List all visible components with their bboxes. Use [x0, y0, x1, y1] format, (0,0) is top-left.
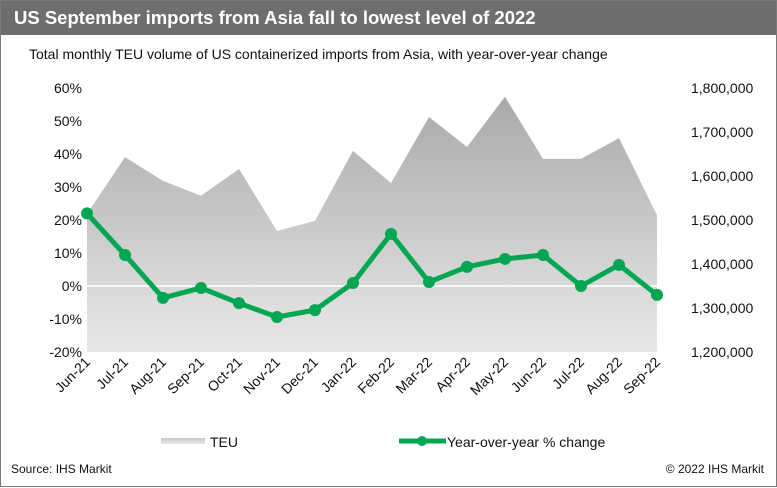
- yoy-point-Jul-21: [119, 249, 131, 261]
- left-axis-tick-label: 20%: [54, 212, 82, 228]
- yoy-point-Jan-22: [347, 277, 359, 289]
- x-axis-tick-label: Apr-22: [432, 354, 473, 395]
- legend-yoy-label: Year-over-year % change: [447, 434, 605, 450]
- legend-teu-swatch: [161, 438, 205, 444]
- left-axis-tick-label: 0%: [62, 278, 82, 294]
- right-axis-tick-label: 1,200,000: [691, 344, 753, 360]
- x-axis-tick-label: Mar-22: [392, 354, 435, 397]
- x-axis-tick-label: Sep-22: [620, 354, 663, 397]
- left-axis-tick-label: -10%: [49, 311, 82, 327]
- yoy-point-Apr-22: [461, 261, 473, 273]
- yoy-point-May-22: [499, 253, 511, 265]
- x-axis-tick-label: Dec-21: [278, 354, 321, 397]
- x-axis-tick-label: Oct-21: [204, 354, 245, 395]
- yoy-point-Jun-22: [537, 249, 549, 261]
- legend-yoy-marker: [417, 436, 427, 446]
- right-axis-tick-label: 1,500,000: [691, 212, 753, 228]
- x-axis-tick-label: Aug-22: [582, 354, 625, 397]
- left-axis-tick-label: 10%: [54, 245, 82, 261]
- right-axis-tick-label: 1,800,000: [691, 80, 753, 96]
- legend-teu-label: TEU: [210, 434, 238, 450]
- right-axis-tick-label: 1,600,000: [691, 168, 753, 184]
- left-axis-tick-label: 30%: [54, 179, 82, 195]
- x-axis-tick-label: Jan-22: [318, 354, 360, 396]
- x-axis-tick-label: May-22: [467, 354, 511, 398]
- yoy-point-Sep-21: [195, 282, 207, 294]
- copyright-note: © 2022 IHS Markit: [666, 462, 764, 476]
- yoy-point-Mar-22: [423, 276, 435, 288]
- yoy-point-Jun-21: [81, 207, 93, 219]
- left-axis-tick-label: 60%: [54, 80, 82, 96]
- left-axis-tick-label: 40%: [54, 146, 82, 162]
- yoy-point-Sep-22: [651, 289, 663, 301]
- left-axis-tick-label: 50%: [54, 113, 82, 129]
- right-axis-tick-label: 1,700,000: [691, 124, 753, 140]
- x-axis-tick-label: Nov-21: [240, 354, 283, 397]
- right-axis-tick-label: 1,400,000: [691, 256, 753, 272]
- yoy-point-Aug-22: [613, 259, 625, 271]
- yoy-point-Jul-22: [575, 280, 587, 292]
- yoy-point-Oct-21: [233, 297, 245, 309]
- yoy-point-Dec-21: [309, 304, 321, 316]
- source-note: Source: IHS Markit: [11, 462, 112, 476]
- yoy-point-Nov-21: [271, 311, 283, 323]
- teu-area: [87, 97, 657, 352]
- yoy-point-Aug-21: [157, 292, 169, 304]
- yoy-point-Feb-22: [385, 228, 397, 240]
- right-axis-tick-label: 1,300,000: [691, 300, 753, 316]
- x-axis-tick-label: Sep-21: [164, 354, 207, 397]
- x-axis-tick-label: Jun-22: [508, 354, 550, 396]
- x-axis-tick-label: Feb-22: [354, 354, 397, 397]
- x-axis-tick-label: Aug-21: [126, 354, 169, 397]
